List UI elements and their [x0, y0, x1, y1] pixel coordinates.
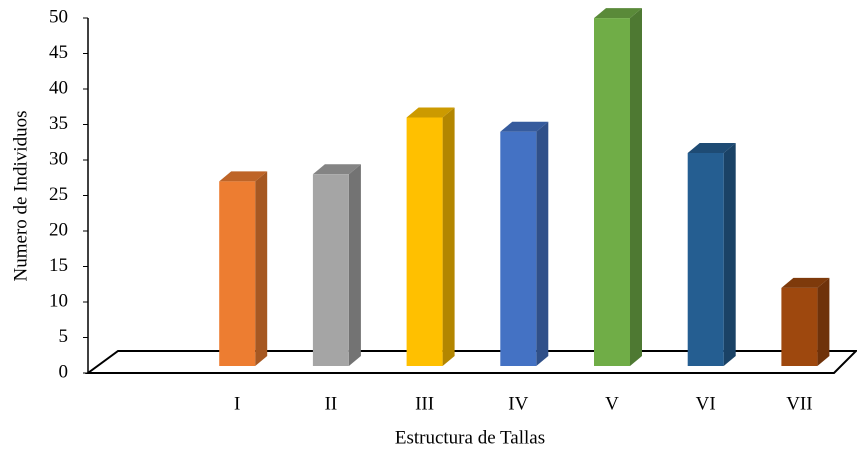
bar-top: [594, 8, 642, 19]
y-tick-label: 50: [49, 6, 68, 27]
x-axis-title: Estructura de Tallas: [395, 427, 545, 448]
y-tick-label: 15: [49, 255, 68, 276]
bar: [312, 174, 349, 366]
bar-side: [817, 277, 830, 366]
bar-top: [500, 121, 549, 132]
bar: [594, 18, 630, 366]
y-tick-label: 40: [49, 77, 68, 98]
bar-top: [312, 164, 361, 175]
bar: [406, 117, 443, 366]
bar-side: [348, 164, 361, 366]
bar-side: [442, 107, 455, 366]
x-tick-label: IV: [508, 393, 528, 414]
bar-top: [687, 143, 736, 153]
bar: [500, 131, 537, 366]
x-tick-label: I: [234, 393, 240, 414]
y-tick-label: 25: [49, 184, 68, 205]
bar-side: [630, 8, 642, 366]
y-tick-label: 20: [49, 219, 68, 240]
floor: [84, 350, 857, 374]
y-axis-title: Numero de Individuos: [10, 111, 31, 282]
bar: [687, 153, 724, 366]
y-tick-label: 30: [49, 148, 68, 169]
x-tick-label: II: [325, 393, 338, 414]
x-tick-label: III: [415, 393, 434, 414]
y-tick-label: 10: [49, 290, 68, 311]
y-tick-label: 35: [49, 113, 68, 134]
bar-side: [723, 143, 736, 366]
x-tick-label: VI: [696, 393, 716, 414]
bar-top: [219, 171, 268, 182]
bar: [781, 287, 818, 366]
y-tick-label: 5: [59, 326, 69, 347]
bar-side: [536, 121, 549, 366]
x-tick-label: V: [605, 393, 619, 414]
x-tick-label: VII: [786, 393, 812, 414]
bar-top: [406, 107, 455, 118]
bar-side: [255, 171, 268, 366]
y-tick-label: 45: [49, 42, 68, 63]
y-tick-label: 0: [59, 361, 69, 382]
bar: [219, 181, 256, 366]
bar-top: [781, 277, 830, 288]
